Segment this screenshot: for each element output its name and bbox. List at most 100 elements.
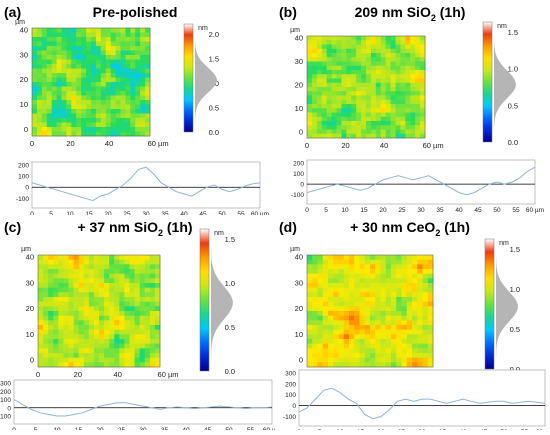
heatmap-cell [349, 297, 355, 303]
heatmap-cell [307, 306, 313, 312]
heatmap-cell [144, 269, 151, 275]
heatmap-cell [71, 82, 77, 87]
heatmap-cell [114, 334, 120, 340]
heatmap-cell [391, 297, 397, 303]
profile-x-tick-label: 35 [436, 207, 444, 214]
heatmap-cell [396, 315, 402, 321]
heatmap-cell [139, 343, 146, 349]
heatmap-cell [86, 28, 92, 33]
heatmap-cell [145, 37, 151, 42]
heatmap-cell [115, 68, 121, 74]
heatmap-cell [91, 122, 97, 128]
heatmap-cell [119, 306, 125, 312]
heatmap-cell [73, 287, 80, 293]
heatmap-cell [140, 131, 146, 137]
heatmap-cell [328, 315, 334, 321]
heatmap-cell [36, 68, 43, 74]
heatmap-cell [307, 87, 313, 92]
heatmap-cell [110, 59, 116, 65]
profile-y-tick-label: 200 [18, 163, 29, 170]
profile-x-tick-label: 10 [66, 211, 74, 215]
heatmap-cell [326, 108, 332, 113]
heatmap-cell [129, 362, 135, 368]
heatmap-cell [66, 68, 72, 74]
heatmap-cell [86, 109, 92, 114]
heatmap-cell [93, 315, 100, 321]
heatmap-cell [311, 70, 318, 75]
heatmap-cell [135, 86, 141, 92]
colorbar-tick-label: 1.5 [225, 235, 235, 244]
heatmap-cell [349, 264, 355, 270]
heatmap-cell [366, 129, 372, 135]
heatmap-cell [321, 40, 328, 45]
heatmap-cell [385, 99, 391, 105]
heatmap-cell [338, 320, 345, 326]
heatmap-cell [68, 343, 74, 349]
heatmap-cell [93, 325, 100, 331]
heatmap-cell [361, 108, 367, 113]
heatmap-cell [417, 283, 423, 289]
heatmap-cell [95, 77, 102, 83]
heatmap-cell [41, 91, 48, 96]
profile-x-tick-label: 40 [180, 211, 188, 215]
heatmap-cell [68, 259, 74, 265]
heatmap-cell [400, 121, 406, 126]
heatmap-cell [76, 32, 82, 38]
heatmap-cell [326, 104, 332, 109]
heatmap-cell [351, 65, 357, 71]
heatmap-cell [68, 306, 74, 312]
heatmap-cell [406, 287, 413, 293]
heatmap-cell [346, 48, 352, 54]
heatmap-cell [370, 264, 376, 270]
heatmap-cell [104, 320, 110, 326]
heatmap-cell [343, 348, 350, 354]
heatmap-cell [115, 59, 121, 65]
y-tick-label: 30 [20, 50, 28, 59]
heatmap-cell [109, 353, 115, 359]
heatmap-cell [86, 32, 92, 38]
heatmap-cell [149, 264, 156, 270]
heatmap-cell [86, 64, 92, 69]
heatmap-cell [401, 297, 408, 303]
heatmap-cell [312, 362, 318, 368]
heatmap-cell [110, 100, 116, 105]
heatmap-cell [51, 37, 57, 42]
heatmap-cell [395, 44, 401, 50]
heatmap-cell [134, 259, 141, 265]
heatmap-cell [346, 57, 352, 62]
heatmap-cell [422, 287, 429, 293]
heatmap-cell [66, 100, 72, 105]
heatmap-cell [105, 46, 112, 51]
heatmap-cell [81, 86, 87, 92]
heatmap-cell [312, 301, 318, 307]
heatmap-cell [66, 55, 72, 60]
heatmap-cell [370, 325, 376, 331]
heatmap-cell [120, 37, 126, 42]
heatmap-cell [76, 46, 82, 51]
heatmap-cell [109, 287, 115, 293]
heatmap-cell [317, 339, 324, 345]
heatmap-cell [139, 353, 146, 359]
heatmap-cell [88, 287, 95, 293]
heatmap-cell [129, 273, 135, 279]
heatmap-cell [346, 129, 352, 135]
profile-y-tick-label: 0 [300, 182, 304, 189]
heatmap-cell [125, 122, 131, 128]
heatmap-cell [109, 339, 115, 345]
heatmap-cell [86, 82, 92, 87]
heatmap-cell [66, 91, 72, 96]
heatmap-cell [43, 348, 49, 354]
heatmap-cell [46, 95, 53, 101]
heatmap-cell [356, 108, 362, 113]
heatmap-cell [66, 109, 72, 114]
heatmap-cell [395, 65, 401, 71]
heatmap-cell [331, 99, 337, 105]
heatmap-cell [356, 48, 362, 54]
heatmap-cell [145, 82, 151, 87]
heatmap-cell [105, 91, 112, 96]
heatmap-cell [58, 357, 64, 363]
heatmap-cell [385, 48, 391, 54]
heatmap-cell [134, 278, 141, 284]
heatmap-cell [114, 329, 120, 335]
